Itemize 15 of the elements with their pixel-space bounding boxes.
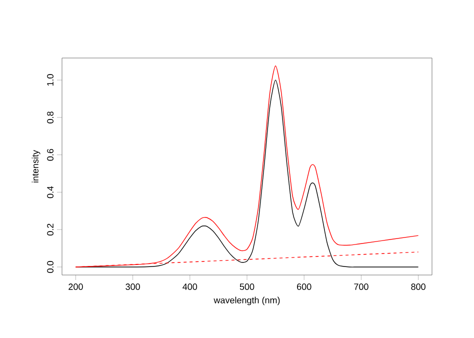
y-tick-label: 0.8	[47, 112, 54, 124]
y-tick-label: 0.0	[47, 261, 54, 273]
x-tick-label: 800	[411, 284, 426, 290]
y-tick-label: 1.0	[47, 74, 54, 86]
x-tick-label: 600	[297, 284, 312, 290]
x-tick-label: 700	[354, 284, 368, 290]
x-tick-label: 300	[126, 284, 140, 290]
y-tick-label: 0.4	[47, 186, 54, 198]
y-tick-label: 0.2	[47, 224, 54, 236]
x-tick-label: 500	[240, 284, 254, 290]
y-tick-label: 0.6	[47, 148, 54, 161]
x-tick-label: 200	[68, 284, 83, 290]
x-tick-label: 400	[182, 284, 198, 290]
y-axis-title: intensity	[32, 150, 40, 182]
x-axis-title: wavelength (nm)	[214, 296, 280, 306]
